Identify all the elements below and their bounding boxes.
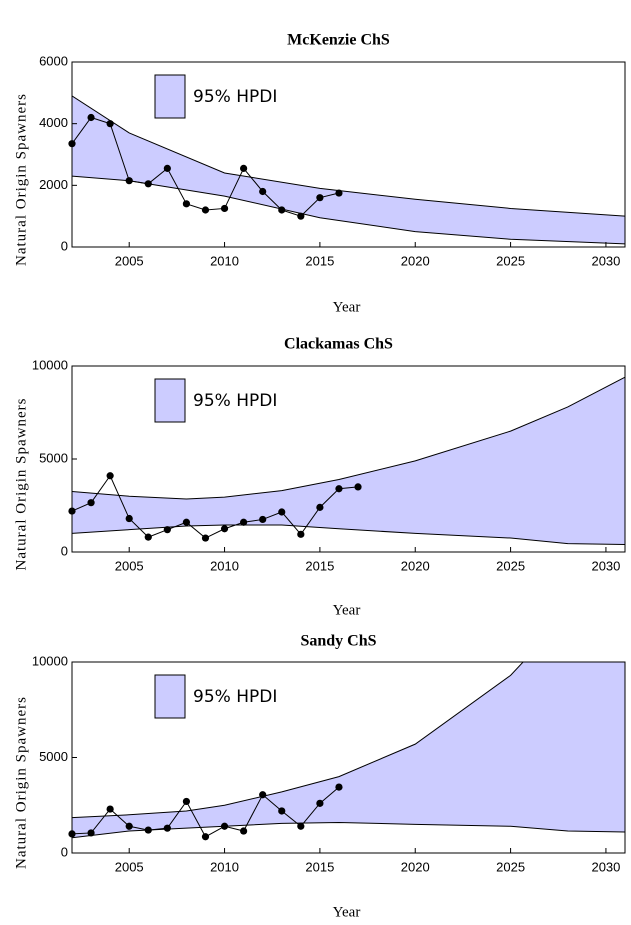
observed-point xyxy=(316,194,324,202)
x-axis-label: Year xyxy=(333,602,361,618)
hpdi-band xyxy=(72,377,625,545)
legend-swatch xyxy=(154,674,186,719)
y-tick-label: 5000 xyxy=(39,749,68,764)
y-tick-label: 4000 xyxy=(39,115,68,130)
observed-point xyxy=(278,206,286,214)
observed-point xyxy=(125,514,133,523)
observed-point xyxy=(106,472,114,480)
observed-point xyxy=(259,187,267,196)
observed-point xyxy=(297,212,305,220)
observed-point xyxy=(144,533,152,541)
y-tick-label: 0 xyxy=(61,844,68,859)
x-tick-label: 2015 xyxy=(305,253,334,268)
chart-title: Sandy ChS xyxy=(300,633,376,650)
observed-point xyxy=(87,829,95,837)
chart-title: Clackamas ChS xyxy=(284,336,393,353)
observed-line xyxy=(71,474,359,539)
observed-point xyxy=(163,164,171,172)
observed-point xyxy=(201,833,210,841)
y-tick-label: 2000 xyxy=(39,177,68,192)
observed-point xyxy=(297,530,305,538)
legend-label: 95% HPDI xyxy=(193,687,277,707)
x-tick-label: 2015 xyxy=(305,859,334,874)
x-tick-label: 2025 xyxy=(496,558,525,573)
x-axis-label: Year xyxy=(333,904,361,920)
x-tick-label: 2030 xyxy=(591,558,620,573)
chart-title: McKenzie ChS xyxy=(287,32,390,49)
y-tick-label: 0 xyxy=(61,238,68,253)
hpdi-upper xyxy=(72,662,524,819)
y-axis-label: Natural Origin Spawners xyxy=(13,93,29,266)
hpdi-band xyxy=(72,662,625,838)
x-tick-label: 2020 xyxy=(401,558,430,573)
hpdi-upper xyxy=(72,95,625,217)
observed-point xyxy=(87,499,95,507)
observed-point xyxy=(240,164,248,172)
observed-point xyxy=(106,805,114,813)
y-axis-label: Natural Origin Spawners xyxy=(13,696,29,869)
x-tick-label: 2015 xyxy=(305,558,334,573)
panel: 95% HPDI 2005 2010 2015 2020 2025 2030 0 5000 100… xyxy=(13,336,626,618)
observed-point xyxy=(182,518,191,526)
legend-label: 95% HPDI xyxy=(193,87,277,107)
observed-point xyxy=(259,791,267,799)
observed-point xyxy=(201,206,210,214)
observed-point xyxy=(220,204,229,213)
hpdi-lower xyxy=(72,524,625,546)
y-tick-label: 0 xyxy=(61,543,68,558)
observed-point xyxy=(297,822,305,830)
legend-swatch xyxy=(154,378,186,423)
observed-point xyxy=(182,200,191,208)
observed-point xyxy=(278,807,286,815)
observed-point xyxy=(316,799,324,807)
y-tick-label: 10000 xyxy=(32,357,68,372)
x-tick-label: 2020 xyxy=(401,253,430,268)
observed-point xyxy=(220,525,229,533)
x-tick-label: 2005 xyxy=(115,253,144,268)
hpdi-upper xyxy=(72,376,625,500)
y-tick-label: 5000 xyxy=(39,450,68,465)
x-tick-label: 2030 xyxy=(591,253,620,268)
observed-point xyxy=(125,822,133,830)
observed-point xyxy=(106,120,114,128)
x-tick-label: 2010 xyxy=(210,253,239,268)
x-tick-label: 2020 xyxy=(401,859,430,874)
y-tick-label: 6000 xyxy=(39,53,68,68)
observed-point xyxy=(316,503,324,511)
x-tick-label: 2030 xyxy=(591,859,620,874)
observed-point xyxy=(144,180,152,188)
legend-swatch xyxy=(154,74,186,119)
x-tick-label: 2005 xyxy=(115,859,144,874)
x-tick-label: 2010 xyxy=(210,558,239,573)
observed-point xyxy=(201,534,210,542)
x-tick-label: 2025 xyxy=(496,253,525,268)
observed-point xyxy=(240,827,248,835)
observed-point xyxy=(278,508,286,516)
x-axis-label: Year xyxy=(333,299,361,315)
panel: 95% HPDI 2005 2010 2015 2020 2025 2030 0 5000 100… xyxy=(13,633,626,920)
panel: 95% HPDI 2005 2010 2015 2020 2025 2030 0 2000 400… xyxy=(13,32,626,315)
plot-frame xyxy=(71,61,626,248)
y-tick-label: 10000 xyxy=(32,653,68,668)
observed-point xyxy=(163,526,171,534)
observed-point xyxy=(182,797,191,806)
observed-point xyxy=(163,824,171,832)
hpdi-band xyxy=(72,95,625,244)
legend-label: 95% HPDI xyxy=(193,391,277,411)
observed-point xyxy=(335,485,343,493)
observed-point xyxy=(259,515,267,524)
x-tick-label: 2025 xyxy=(496,859,525,874)
x-tick-label: 2010 xyxy=(210,859,239,874)
observed-point xyxy=(87,113,95,122)
observed-point xyxy=(240,518,248,526)
observed-point xyxy=(335,783,343,791)
observed-point xyxy=(335,189,343,197)
observed-point xyxy=(220,822,229,830)
observed-point xyxy=(354,483,362,491)
x-tick-label: 2005 xyxy=(115,558,144,573)
y-axis-label: Natural Origin Spawners xyxy=(13,398,29,571)
observed-point xyxy=(125,177,133,185)
observed-point xyxy=(144,826,152,834)
